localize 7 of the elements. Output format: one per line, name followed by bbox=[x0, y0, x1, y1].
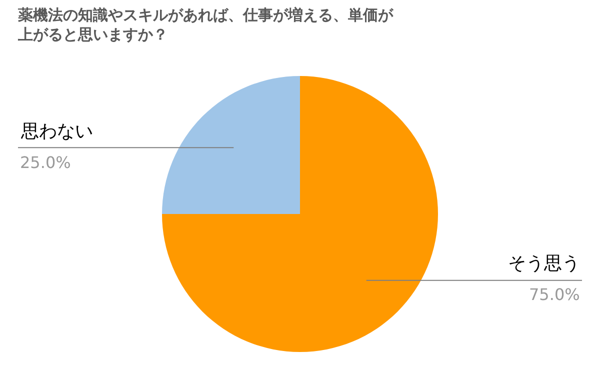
slice-label: そう思う bbox=[508, 253, 580, 274]
pie-slice bbox=[162, 76, 438, 352]
chart-title: 薬機法の知識やスキルがあれば、仕事が増える、単価が上がると思いますか？ bbox=[17, 6, 394, 44]
data-label: 75.0% bbox=[529, 285, 580, 304]
data-label: 25.0% bbox=[20, 153, 71, 172]
pie-slice bbox=[162, 76, 300, 214]
slice-label: 思わない bbox=[20, 121, 93, 142]
